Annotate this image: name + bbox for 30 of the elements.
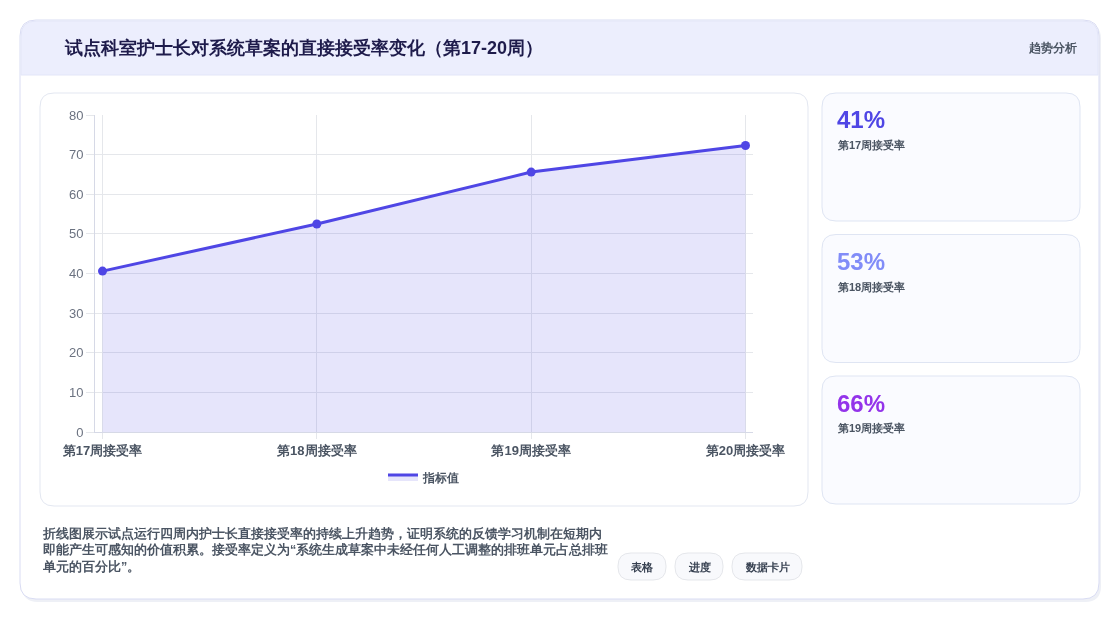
text: 53% [837, 248, 886, 275]
text: 进度 [688, 561, 711, 573]
point [741, 141, 750, 151]
legend-label: 指标值 [422, 470, 459, 485]
x-tick-label: 第19周接受率 [490, 442, 571, 458]
y-tick-label: 30 [68, 305, 84, 321]
text: 表格 [630, 561, 654, 573]
y-tick-label: 20 [68, 345, 84, 361]
text: 第19周接受率 [837, 422, 906, 434]
x-tick-label: 第18周接受率 [276, 442, 357, 458]
point [526, 167, 536, 177]
text: 第17周接受率 [837, 139, 906, 151]
y-tick-label: 10 [68, 384, 84, 400]
x-tick-label: 第17周接受率 [61, 442, 143, 458]
point [98, 266, 107, 276]
y-tick-label: 50 [68, 226, 84, 242]
text: 第18周接受率 [837, 281, 906, 293]
text: 折线图展示试点运行四周内护士长直接接受率的持续上升趋势，证明系统的反馈学习机制在短期内即能产生可感知的价值积累。接受率定义为“系统生成草案中未经任何人工调整的排班单元占总排班单元的百分比”。 [42, 526, 609, 574]
y-tick-label: 70 [68, 147, 84, 163]
y-tick-label: 80 [68, 107, 84, 123]
y-tick-label: 40 [68, 266, 84, 282]
x-tick-label: 第20周接受率 [704, 442, 786, 458]
text: 66% [837, 390, 886, 417]
point [312, 219, 322, 229]
text: 趋势分析 [1028, 41, 1077, 55]
text: 41% [837, 106, 886, 133]
chart-title: 试点科室护士长对系统草案的直接接受率变化（第17-20周） [64, 38, 544, 58]
y-tick-label: 60 [68, 186, 84, 202]
y-tick-label: 0 [76, 424, 84, 440]
text: 数据卡片 [745, 561, 790, 573]
